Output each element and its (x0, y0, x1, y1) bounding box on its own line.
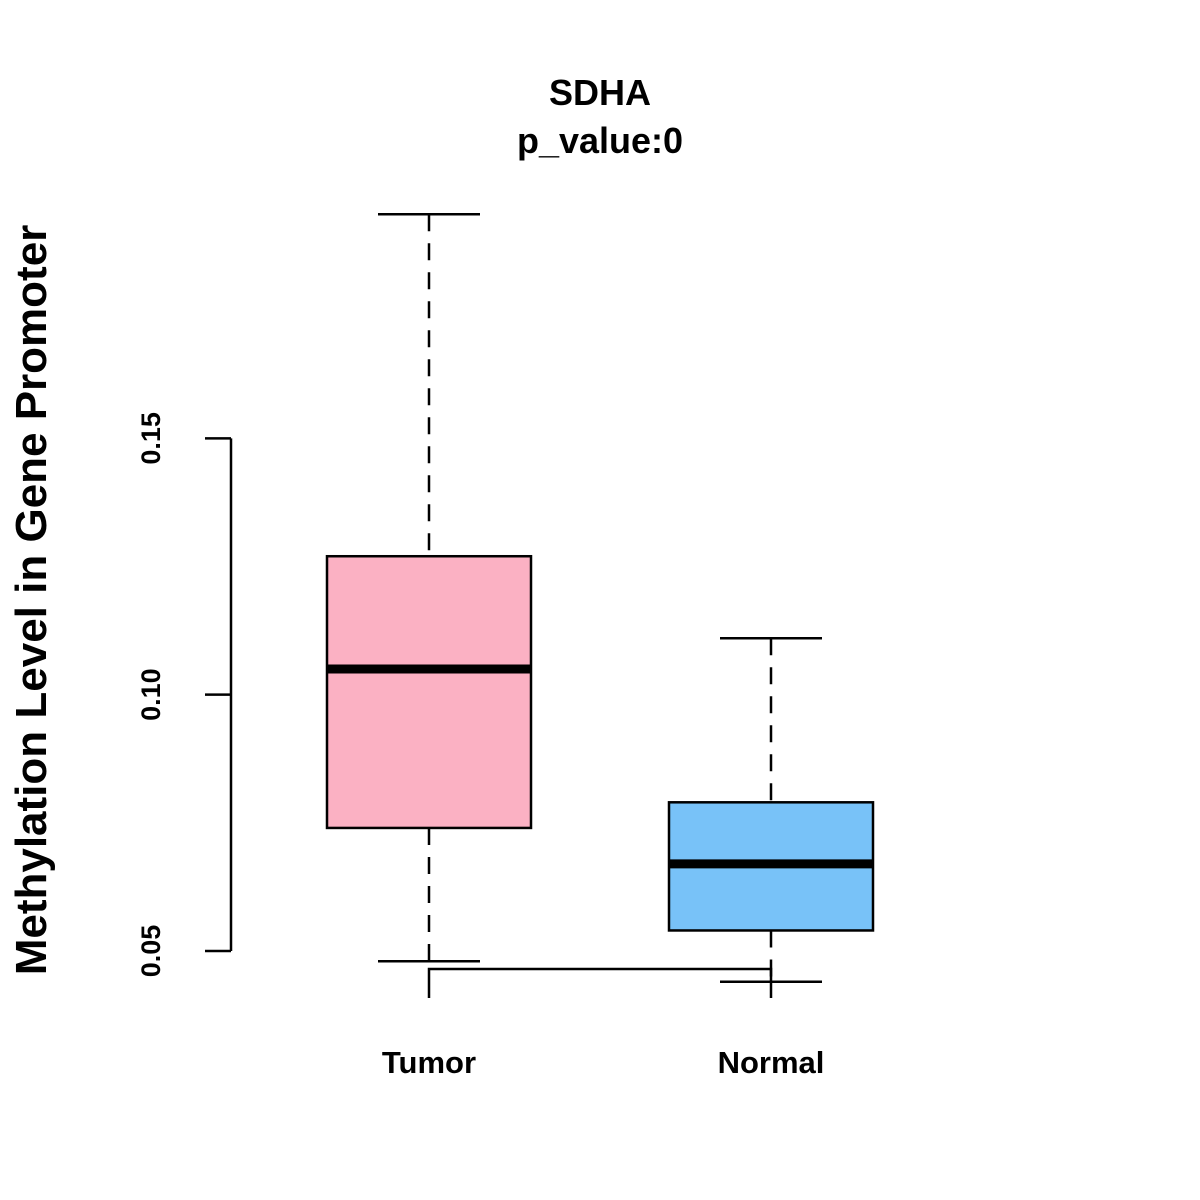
y-axis-label: Methylation Level in Gene Promoter (7, 225, 56, 976)
box-tumor (325, 213, 533, 963)
chart-subtitle: p_value:0 (517, 120, 683, 161)
bracket-line (427, 967, 773, 998)
y-tick-label: 0.15 (136, 412, 166, 465)
category-label-tumor: Tumor (382, 1045, 476, 1080)
chart-title: SDHA (549, 72, 651, 113)
y-tick-label: 0.05 (136, 925, 166, 978)
interquartile-box (325, 554, 533, 830)
comparison-bracket (427, 967, 773, 998)
x-axis-categories: Tumor Normal (382, 1045, 824, 1080)
category-label-normal: Normal (718, 1045, 825, 1080)
y-axis: 0.05 0.10 0.15 (136, 412, 233, 978)
y-tick-label: 0.10 (136, 668, 166, 721)
